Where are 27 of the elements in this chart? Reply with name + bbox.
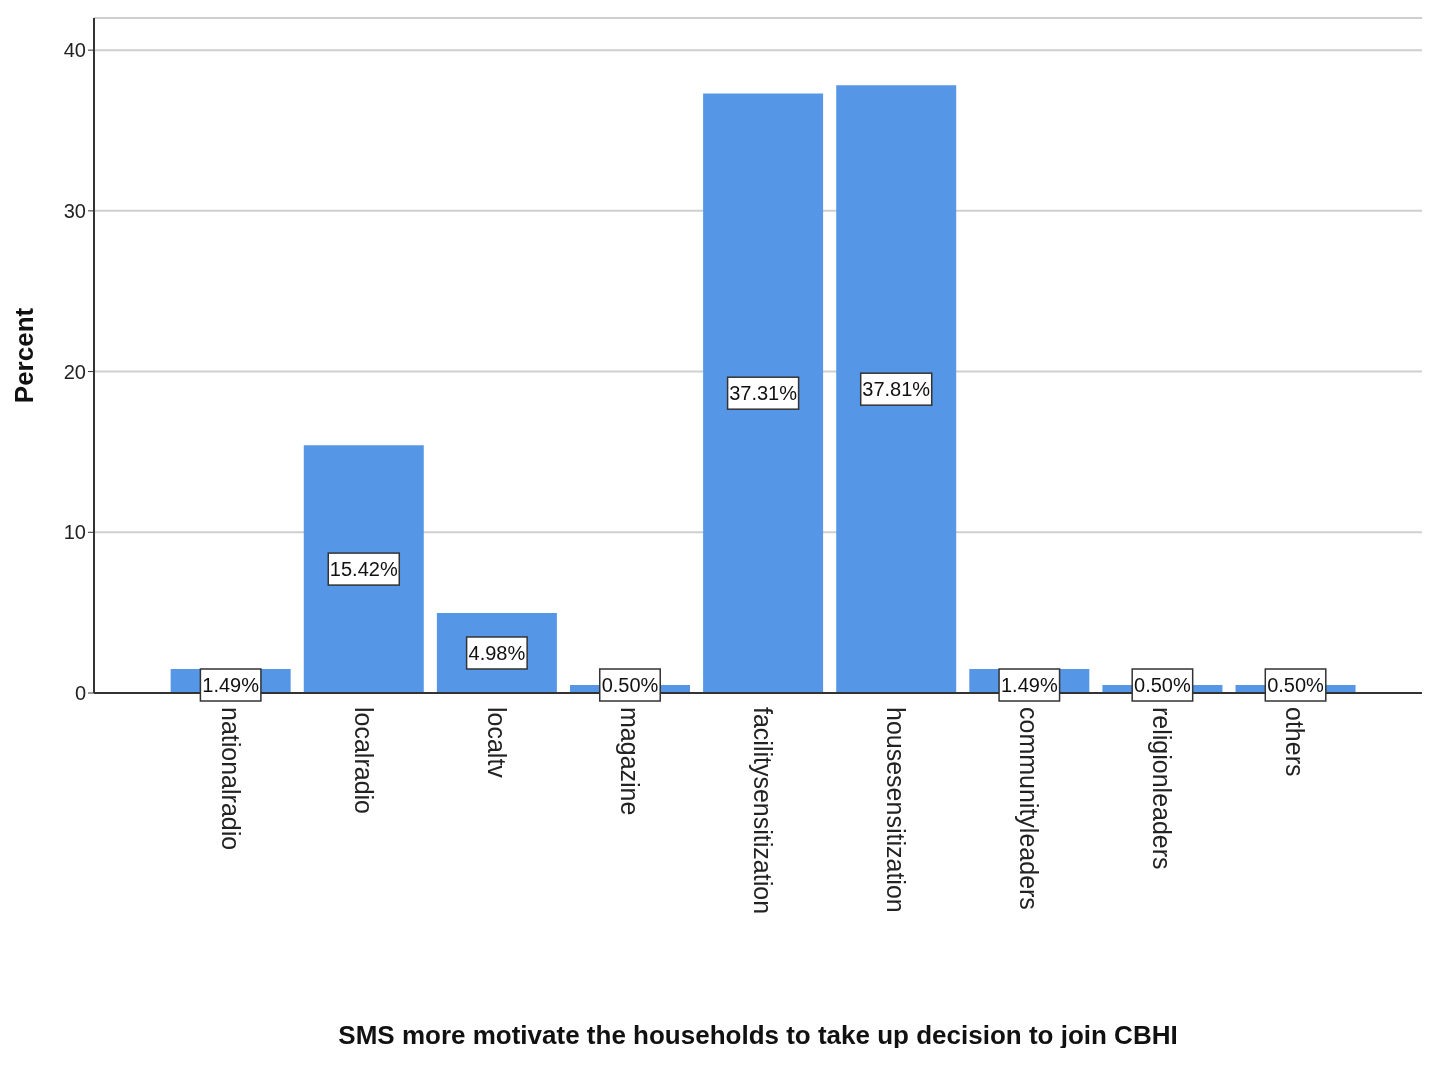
y-axis-title: Percent xyxy=(9,307,40,404)
bar xyxy=(303,445,424,693)
x-tick-label: communityleaders xyxy=(1015,707,1044,910)
x-tick-label: localtv xyxy=(482,707,511,779)
data-label: 4.98% xyxy=(468,641,526,664)
x-tick-label: magazine xyxy=(615,707,644,816)
x-tick-label: localradio xyxy=(349,707,378,815)
y-tick-label: 0 xyxy=(74,682,86,705)
data-label: 15.42% xyxy=(329,558,398,581)
x-tick-label: facilitysensitization xyxy=(749,707,777,915)
data-label: 0.50% xyxy=(601,674,659,696)
y-tick-label: 20 xyxy=(63,360,86,383)
x-tick-label: nationalradio xyxy=(216,707,245,851)
data-label: 1.49% xyxy=(202,674,260,696)
data-label: 0.50% xyxy=(1134,674,1191,696)
bar xyxy=(836,85,957,693)
y-tick-label: 30 xyxy=(63,199,86,222)
data-label: 1.49% xyxy=(1000,674,1058,696)
y-tick-label: 40 xyxy=(63,39,86,62)
bar xyxy=(703,93,824,693)
data-label: 0.50% xyxy=(1267,674,1325,696)
x-tick-label: others xyxy=(1281,707,1310,777)
x-tick-label: religionleaders xyxy=(1148,707,1177,870)
x-tick-label: housesensitization xyxy=(882,707,911,913)
data-label: 37.31% xyxy=(729,382,798,405)
y-tick-label: 10 xyxy=(63,521,86,544)
data-label: 37.81% xyxy=(862,378,931,401)
